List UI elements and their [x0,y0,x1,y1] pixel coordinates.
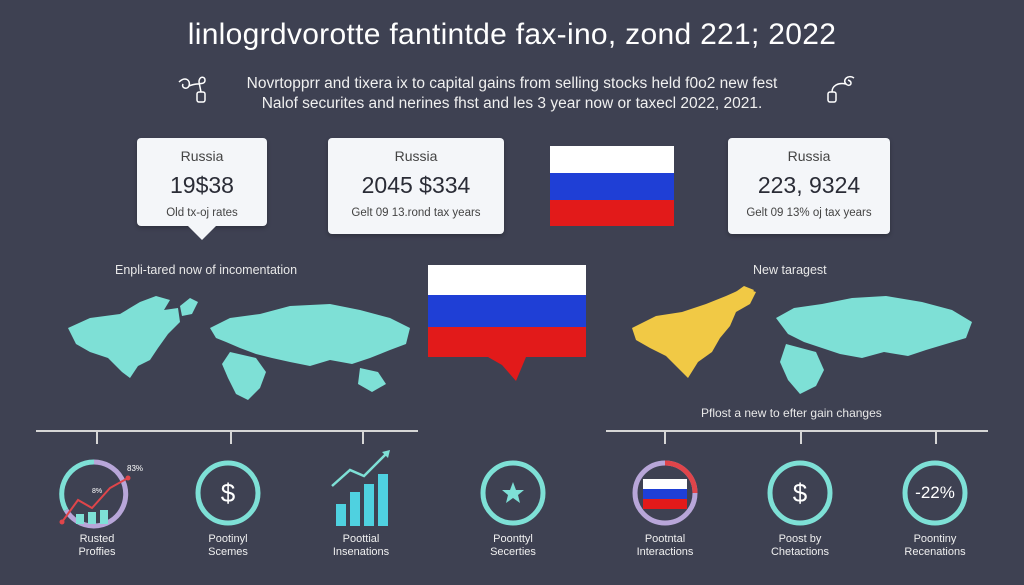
label-line-1: Poost by [778,533,822,545]
card-value: 2045 $334 [361,172,471,198]
label-line-2: Interactions [636,546,694,558]
russia-flag-icon [550,146,674,226]
svg-text:$: $ [793,478,808,508]
percent-ring [902,460,968,526]
svg-text:$: $ [221,478,236,508]
bottom-item-label: Pootinyl Scemes [173,533,283,559]
connector-tick [800,430,802,444]
bar-chart-value-label: 83% [127,464,144,473]
label-line-2: Chetactions [770,546,830,558]
connector-tick [230,430,232,444]
card-note: Gelt 09 13% oj tax years [746,207,872,219]
dollar-icon: $ [767,460,833,526]
world-map-right [632,286,972,394]
bottom-item-label: Poottial Insenations [306,533,416,559]
bottom-item-label: Poonttyl Secerties [458,533,568,559]
label-line-1: Poonttyl [493,533,533,545]
lightbulb-pin-icon [178,76,206,103]
page-subtitle: Novrtopprr and tixera ix to capital gain… [180,74,844,114]
connector-tick [362,430,364,444]
connector-line-left [36,430,418,432]
left-section-label: Enpli-tared now of incomentation [115,263,298,277]
connector-tick [935,430,937,444]
subtitle-line-1: Novrtopprr and tixera ix to capital gain… [246,75,778,92]
rate-card-right: Russia 223, 9324 Gelt 09 13% oj tax year… [728,138,890,234]
label-line-2: Recenations [904,546,966,558]
connector-tick [96,430,98,444]
label-line-2: Proffies [78,546,116,558]
card-value: 223, 9324 [757,172,861,198]
dollar-icon: $ [195,460,261,526]
subtitle-line-2: Nalof securites and nerines fhst and les… [261,95,763,112]
page-title: linlogrdvorotte fantintde fax-ino, zond … [187,18,837,51]
rate-card-left: Russia 19$38 Old tx-oj rates [137,138,267,240]
card-value: 19$38 [170,172,234,198]
label-line-1: Pootntal [644,533,686,545]
right-section-label: New taragest [753,263,827,277]
flag-icon [632,460,698,526]
label-line-2: Secerties [490,546,536,558]
percent-icon: -22% [900,458,970,528]
card-country-label: Russia [180,148,224,164]
right-sub-label: Pflost a new to efter gain changes [701,406,882,420]
percent-value: -22% [915,483,955,502]
connector-line-right [606,430,988,432]
trend-up-icon [331,450,390,526]
label-line-1: Poontiny [913,533,957,545]
card-note: Old tx-oj rates [166,207,238,219]
bar-chart-icon [59,459,131,529]
bottom-item-label: Pootntal Interactions [610,533,720,559]
world-map-left [68,296,410,400]
label-line-2: Scemes [208,546,248,558]
star-icon [480,460,546,526]
label-line-1: Pootinyl [208,533,248,545]
card-note: Gelt 09 13.rond tax years [351,207,481,219]
lightbulb-pin-icon [827,75,855,103]
russia-flag-map-marker [428,265,586,381]
connector-tick [664,430,666,444]
label-line-1: Rusted [79,533,115,545]
label-line-1: Poottial [342,533,380,545]
bottom-item-label: Poost by Chetactions [745,533,855,559]
bottom-item-label: Poontiny Recenations [880,533,990,559]
label-line-2: Insenations [332,546,390,558]
rate-card-center: Russia 2045 $334 Gelt 09 13.rond tax yea… [328,138,504,234]
bottom-item-label: Rusted Proffies [42,533,152,559]
card-country-label: Russia [394,148,438,164]
bar-chart-small-label: 8% [92,488,103,495]
card-country-label: Russia [787,148,831,164]
